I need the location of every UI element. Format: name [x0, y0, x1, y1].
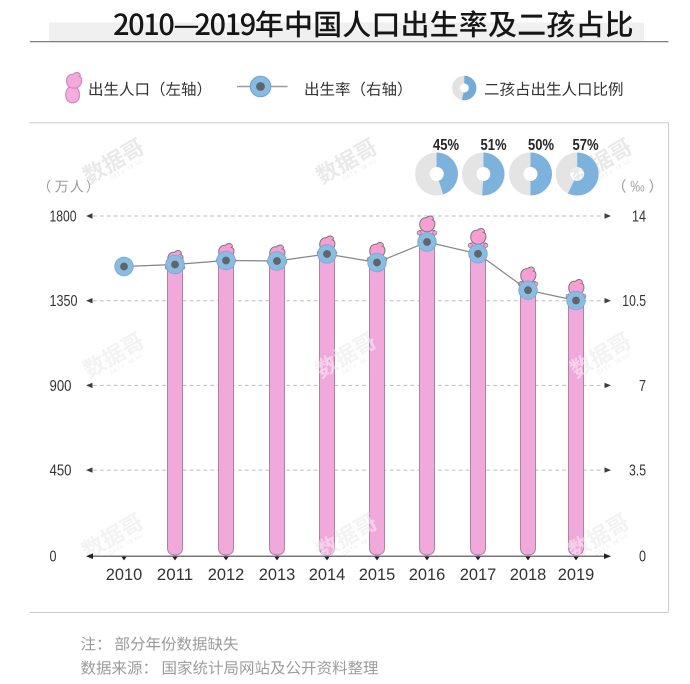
svg-text:0: 0: [50, 549, 57, 566]
svg-text:14: 14: [632, 208, 646, 225]
svg-text:900: 900: [50, 378, 72, 395]
svg-text:51%: 51%: [481, 137, 507, 154]
svg-text:2014: 2014: [309, 566, 346, 584]
svg-text:1350: 1350: [50, 293, 78, 310]
svg-text:2015: 2015: [359, 566, 396, 584]
svg-text:2019: 2019: [558, 566, 595, 584]
svg-text:1800: 1800: [50, 208, 77, 225]
svg-text:2011: 2011: [157, 566, 194, 584]
svg-text:2012: 2012: [208, 566, 245, 584]
svg-text:10.5: 10.5: [622, 293, 646, 310]
svg-text:7: 7: [639, 378, 646, 395]
svg-text:2013: 2013: [259, 566, 296, 584]
svg-text:2017: 2017: [460, 566, 497, 584]
svg-text:50%: 50%: [528, 137, 554, 154]
svg-text:0: 0: [639, 549, 646, 566]
svg-text:45%: 45%: [433, 137, 459, 154]
svg-text:2016: 2016: [409, 566, 446, 584]
svg-text:2018: 2018: [510, 566, 547, 584]
svg-text:450: 450: [50, 463, 72, 480]
svg-text:2010: 2010: [106, 566, 143, 584]
svg-text:57%: 57%: [573, 137, 599, 154]
svg-text:3.5: 3.5: [629, 463, 646, 480]
